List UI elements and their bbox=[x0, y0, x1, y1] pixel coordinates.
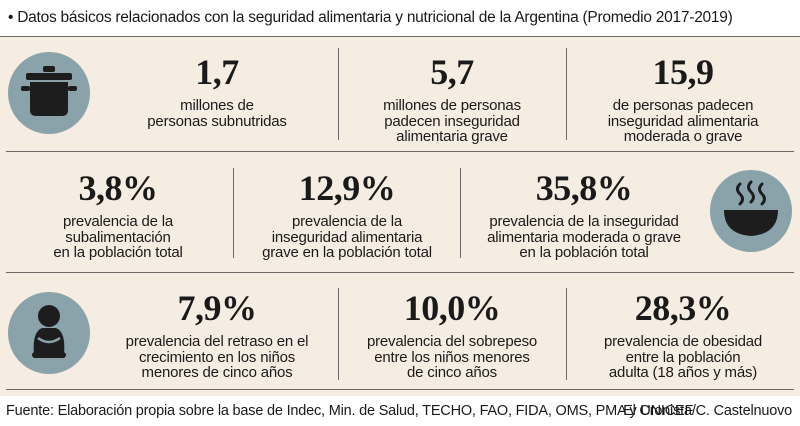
stat-description: millones de personas subnutridas bbox=[147, 97, 287, 130]
stat-description: prevalencia de la inseguridad alimentari… bbox=[487, 213, 681, 261]
footer-bar: Fuente: Elaboración propia sobre la base… bbox=[0, 396, 800, 426]
stat-value: 28,3% bbox=[634, 288, 732, 328]
column-divider bbox=[460, 168, 461, 258]
stat-description: prevalencia del retraso en el crecimient… bbox=[125, 333, 309, 381]
stat-child-overweight-prevalence: 10,0% prevalencia del sobrepeso entre lo… bbox=[342, 290, 562, 381]
column-divider bbox=[338, 288, 339, 380]
stat-adult-obesity-prevalence: 28,3% prevalencia de obesidad entre la p… bbox=[570, 290, 796, 381]
stat-value: 12,9% bbox=[298, 168, 396, 208]
row-divider bbox=[6, 151, 794, 152]
column-divider bbox=[566, 288, 567, 380]
stat-description: millones de personas padecen inseguridad… bbox=[383, 97, 521, 145]
stat-severe-insecurity-prevalence: 12,9% prevalencia de la inseguridad alim… bbox=[236, 170, 458, 261]
stat-description: prevalencia de la inseguridad alimentari… bbox=[262, 213, 432, 261]
column-divider bbox=[338, 48, 339, 140]
stat-undernourishment-prevalence: 3,8% prevalencia de la subalimentación e… bbox=[6, 170, 230, 261]
cooking-pot-icon bbox=[8, 52, 90, 134]
stat-value: 1,7 bbox=[195, 52, 239, 92]
row-divider bbox=[6, 389, 794, 390]
stat-description: prevalencia de la subalimentación en la … bbox=[53, 213, 183, 261]
column-divider bbox=[233, 168, 234, 258]
stat-description: prevalencia del sobrepeso entre los niño… bbox=[366, 333, 538, 381]
stat-value: 5,7 bbox=[430, 52, 474, 92]
stat-value: 15,9 bbox=[652, 52, 715, 92]
stat-moderate-severe-prevalence: 35,8% prevalencia de la inseguridad alim… bbox=[464, 170, 704, 261]
stat-severe-insecurity-millions: 5,7 millones de personas padecen insegur… bbox=[342, 54, 562, 145]
stat-description: de personas padecen inseguridad alimenta… bbox=[607, 97, 759, 145]
stat-moderate-severe-insecurity: 15,9 de personas padecen inseguridad ali… bbox=[570, 54, 796, 145]
stat-description: prevalencia de obesidad entre la poblaci… bbox=[603, 333, 763, 381]
source-note: Fuente: Elaboración propia sobre la base… bbox=[6, 403, 694, 419]
stat-undernourished-millions: 1,7 millones de personas subnutridas bbox=[100, 54, 334, 129]
steaming-bowl-icon bbox=[710, 170, 792, 252]
stat-stunting-prevalence: 7,9% prevalencia del retraso en el creci… bbox=[100, 290, 334, 381]
sitting-child-icon bbox=[8, 292, 90, 374]
column-divider bbox=[566, 48, 567, 140]
row-divider bbox=[6, 272, 794, 273]
stat-value: 10,0% bbox=[403, 288, 501, 328]
credit-note: El Cronista/C. Castelnuovo bbox=[623, 403, 792, 419]
infographic-title: • Datos básicos relacionados con la segu… bbox=[8, 9, 733, 26]
stat-value: 35,8% bbox=[535, 168, 633, 208]
stat-value: 7,9% bbox=[177, 288, 258, 328]
stat-value: 3,8% bbox=[78, 168, 159, 208]
header-bar: • Datos básicos relacionados con la segu… bbox=[0, 0, 800, 37]
